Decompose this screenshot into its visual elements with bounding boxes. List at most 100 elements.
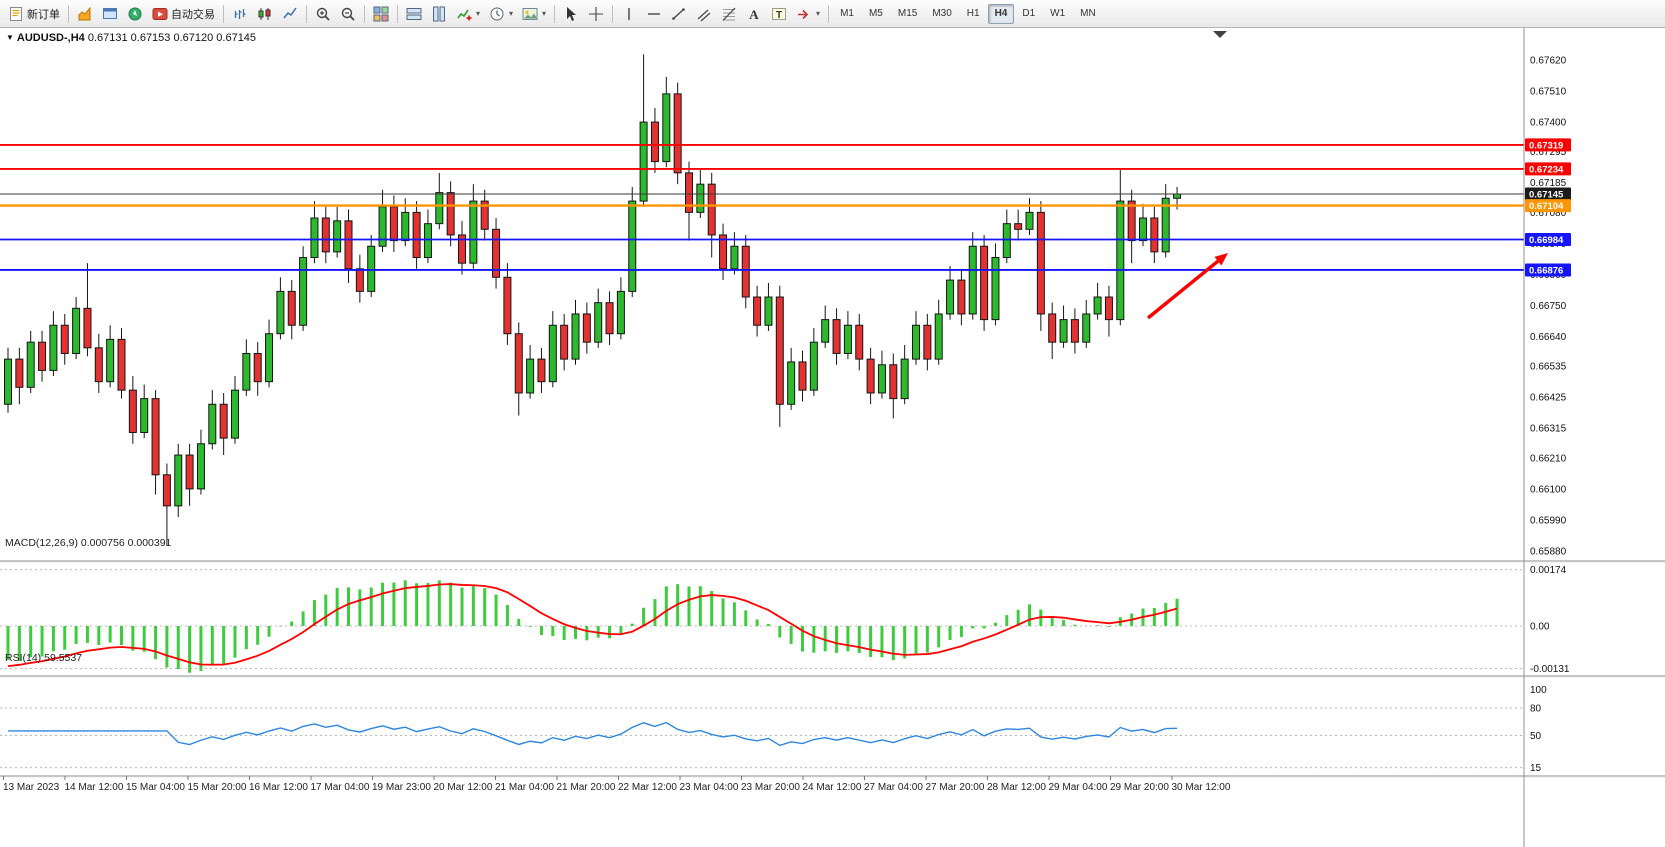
price-badge-label: 0.67145 <box>1529 190 1564 201</box>
arrow-annotation[interactable] <box>1146 259 1220 320</box>
candle-bull <box>435 192 444 225</box>
candle-bull <box>1025 211 1034 230</box>
zoom-in-button[interactable] <box>311 3 335 25</box>
time-tick-label: 23 Mar 20:00 <box>741 782 800 793</box>
timeframe-h1-button[interactable]: H1 <box>960 4 987 24</box>
zoom-out-button[interactable] <box>336 3 360 25</box>
candle-bear <box>321 217 330 253</box>
macd-value-signal: 0.000391 <box>127 537 172 549</box>
candle-bull <box>787 361 796 405</box>
candle-bear <box>60 324 69 354</box>
data-window-button[interactable] <box>98 3 122 25</box>
add-indicator-button[interactable]: ▾ <box>452 3 484 25</box>
price-tick-label: 0.66535 <box>1530 362 1567 373</box>
navigator-button[interactable] <box>123 3 147 25</box>
arrange-v-icon <box>431 6 447 22</box>
horizontal-line-button[interactable] <box>642 3 666 25</box>
vertical-line-button[interactable] <box>617 3 641 25</box>
timeframe-d1-button[interactable]: D1 <box>1015 4 1042 24</box>
toolbar-separator <box>364 4 365 23</box>
timeframe-m1-button[interactable]: M1 <box>833 4 861 24</box>
candlestick-chart-button[interactable] <box>253 3 277 25</box>
timeframe-w1-button[interactable]: W1 <box>1043 4 1072 24</box>
candle-bull <box>616 290 625 335</box>
candle-bear <box>753 296 762 326</box>
price-panel <box>0 31 1524 546</box>
time-tick-label: 15 Mar 04:00 <box>126 782 185 793</box>
fibo-icon <box>721 6 737 22</box>
equidistant-channel-button[interactable] <box>692 3 716 25</box>
chart-canvas[interactable]: 0.67620 0.67510 0.67400 0.67295 0.67185 0.670… <box>0 28 1665 847</box>
bar-chart-button[interactable] <box>228 3 252 25</box>
time-tick-label: 24 Mar 12:00 <box>803 782 862 793</box>
rsi-name: RSI(14) <box>5 652 42 664</box>
candle-bear <box>775 296 784 405</box>
auto-trading-button[interactable]: 自动交易 <box>148 3 219 25</box>
candle-bull <box>628 200 637 292</box>
arrange-h-icon <box>406 6 422 22</box>
candle-bull <box>1173 193 1182 199</box>
text-button[interactable]: A <box>742 3 766 25</box>
toolbar-separator <box>397 4 398 23</box>
price-tick-label: 0.67295 <box>1530 147 1567 158</box>
candle-bull <box>1082 313 1091 343</box>
candle-bull <box>310 217 319 259</box>
timeframe-mn-button[interactable]: MN <box>1073 4 1103 24</box>
price-tick-label: 0.67400 <box>1530 118 1567 129</box>
candle-bull <box>1059 319 1068 343</box>
price-tick-label: 0.67510 <box>1530 87 1567 98</box>
collapse-arrow-icon[interactable]: ▼ <box>6 33 14 42</box>
candle-bull <box>571 313 580 360</box>
fibonacci-button[interactable] <box>717 3 741 25</box>
candle-bear <box>128 389 137 433</box>
trendline-button[interactable] <box>667 3 691 25</box>
time-tick-label: 21 Mar 20:00 <box>557 782 616 793</box>
tile-windows-button[interactable] <box>369 3 393 25</box>
new-order-button[interactable]: 新订单 <box>4 3 64 25</box>
chart-shift-marker[interactable] <box>1213 31 1227 38</box>
candle-bear <box>480 200 489 230</box>
rsi-line <box>8 721 1178 747</box>
templates-button[interactable]: ▾ <box>518 3 550 25</box>
line-chart-button[interactable] <box>278 3 302 25</box>
period-button[interactable]: ▾ <box>485 3 517 25</box>
chart-ohlc-values: 0.67131 0.67153 0.67120 0.67145 <box>87 32 257 44</box>
candle-bear <box>957 279 966 315</box>
timeframe-h4-button[interactable]: H4 <box>987 3 1015 24</box>
text-label-button[interactable]: T <box>767 3 791 25</box>
toolbar: 新订单 自动交易 ▾ ▾ ▾ A T ▾ M1 M5 M15 M30 H1 H4 D1 W1 MN <box>0 0 1665 28</box>
candle-bull <box>548 324 557 383</box>
timeframe-m15-button[interactable]: M15 <box>891 4 924 24</box>
text-a-icon: A <box>746 6 762 22</box>
bar-chart-icon <box>232 6 248 22</box>
cursor-button[interactable] <box>559 3 583 25</box>
shapes-button[interactable]: ▾ <box>792 3 824 25</box>
candle-bear <box>1104 296 1113 321</box>
market-watch-button[interactable] <box>73 3 97 25</box>
candle-bear <box>503 276 512 335</box>
arrange-vertical-button[interactable] <box>427 3 451 25</box>
candle-bull <box>991 257 1000 321</box>
candle-bear <box>15 358 24 388</box>
candle-bull <box>912 324 920 360</box>
crosshair-button[interactable] <box>584 3 608 25</box>
candle-bull <box>276 290 285 335</box>
candle-bull <box>662 93 671 163</box>
timeframe-m5-button[interactable]: M5 <box>862 4 890 24</box>
candle-bull <box>594 302 603 343</box>
candles-icon <box>257 6 273 22</box>
price-tick-label: 0.66100 <box>1530 484 1567 495</box>
chart-window[interactable]: 0.67620 0.67510 0.67400 0.67295 0.67185 0.670… <box>0 28 1665 847</box>
price-badge-label: 0.67104 <box>1529 201 1564 212</box>
dropdown-caret-icon: ▾ <box>816 9 821 18</box>
candle-bear <box>514 333 523 394</box>
timeframe-m30-button[interactable]: M30 <box>925 4 958 24</box>
time-tick-label: 20 Mar 12:00 <box>434 782 493 793</box>
rsi-scale-label: 100 <box>1530 685 1547 696</box>
candle-bear <box>219 403 228 439</box>
candle-bull <box>1139 217 1147 242</box>
arrange-horizontal-button[interactable] <box>402 3 426 25</box>
svg-text:A: A <box>749 7 759 22</box>
price-badge-label: 0.67319 <box>1529 140 1563 151</box>
